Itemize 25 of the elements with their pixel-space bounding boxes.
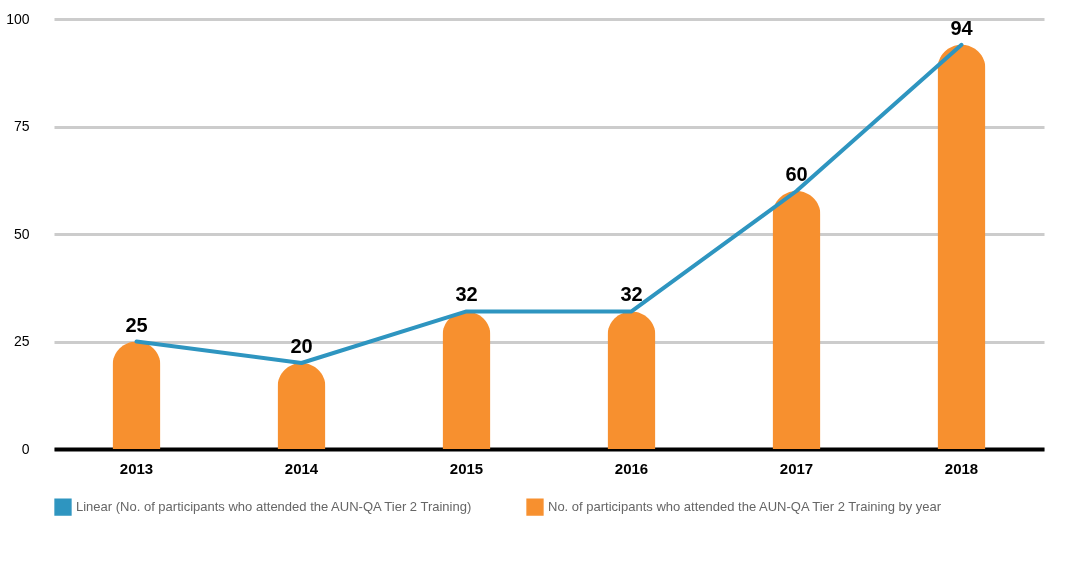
bar: [442, 311, 491, 449]
bar: [607, 311, 656, 449]
data-label: 94: [950, 16, 974, 39]
bar: [937, 44, 986, 449]
y-tick-label: 75: [13, 118, 30, 134]
y-tick-label: 25: [13, 333, 30, 349]
bar: [277, 363, 326, 449]
data-label: 32: [455, 283, 478, 306]
x-tick-label: 2016: [614, 459, 649, 477]
data-label: 25: [125, 313, 148, 336]
x-tick-label: 2017: [779, 459, 814, 477]
x-tick-label: 2018: [944, 459, 979, 477]
legend-label: Linear (No. of participants who attended the AUN-QA Tier 2 Training): [76, 499, 472, 515]
y-tick-label: 0: [21, 440, 30, 457]
x-tick-label: 2015: [449, 459, 484, 477]
data-label: 60: [785, 163, 808, 185]
y-tick-label: 50: [13, 225, 30, 242]
data-label: 32: [620, 283, 643, 306]
y-tick-label: 100: [6, 10, 30, 27]
bar: [112, 341, 161, 449]
x-tick-label: 2014: [284, 459, 319, 477]
bar: [772, 191, 821, 449]
legend-label: No. of participants who attended the AUN-QA Tier 2 Training by year: [548, 499, 942, 515]
data-label: 20: [290, 335, 313, 357]
x-tick-label: 2013: [119, 459, 154, 477]
